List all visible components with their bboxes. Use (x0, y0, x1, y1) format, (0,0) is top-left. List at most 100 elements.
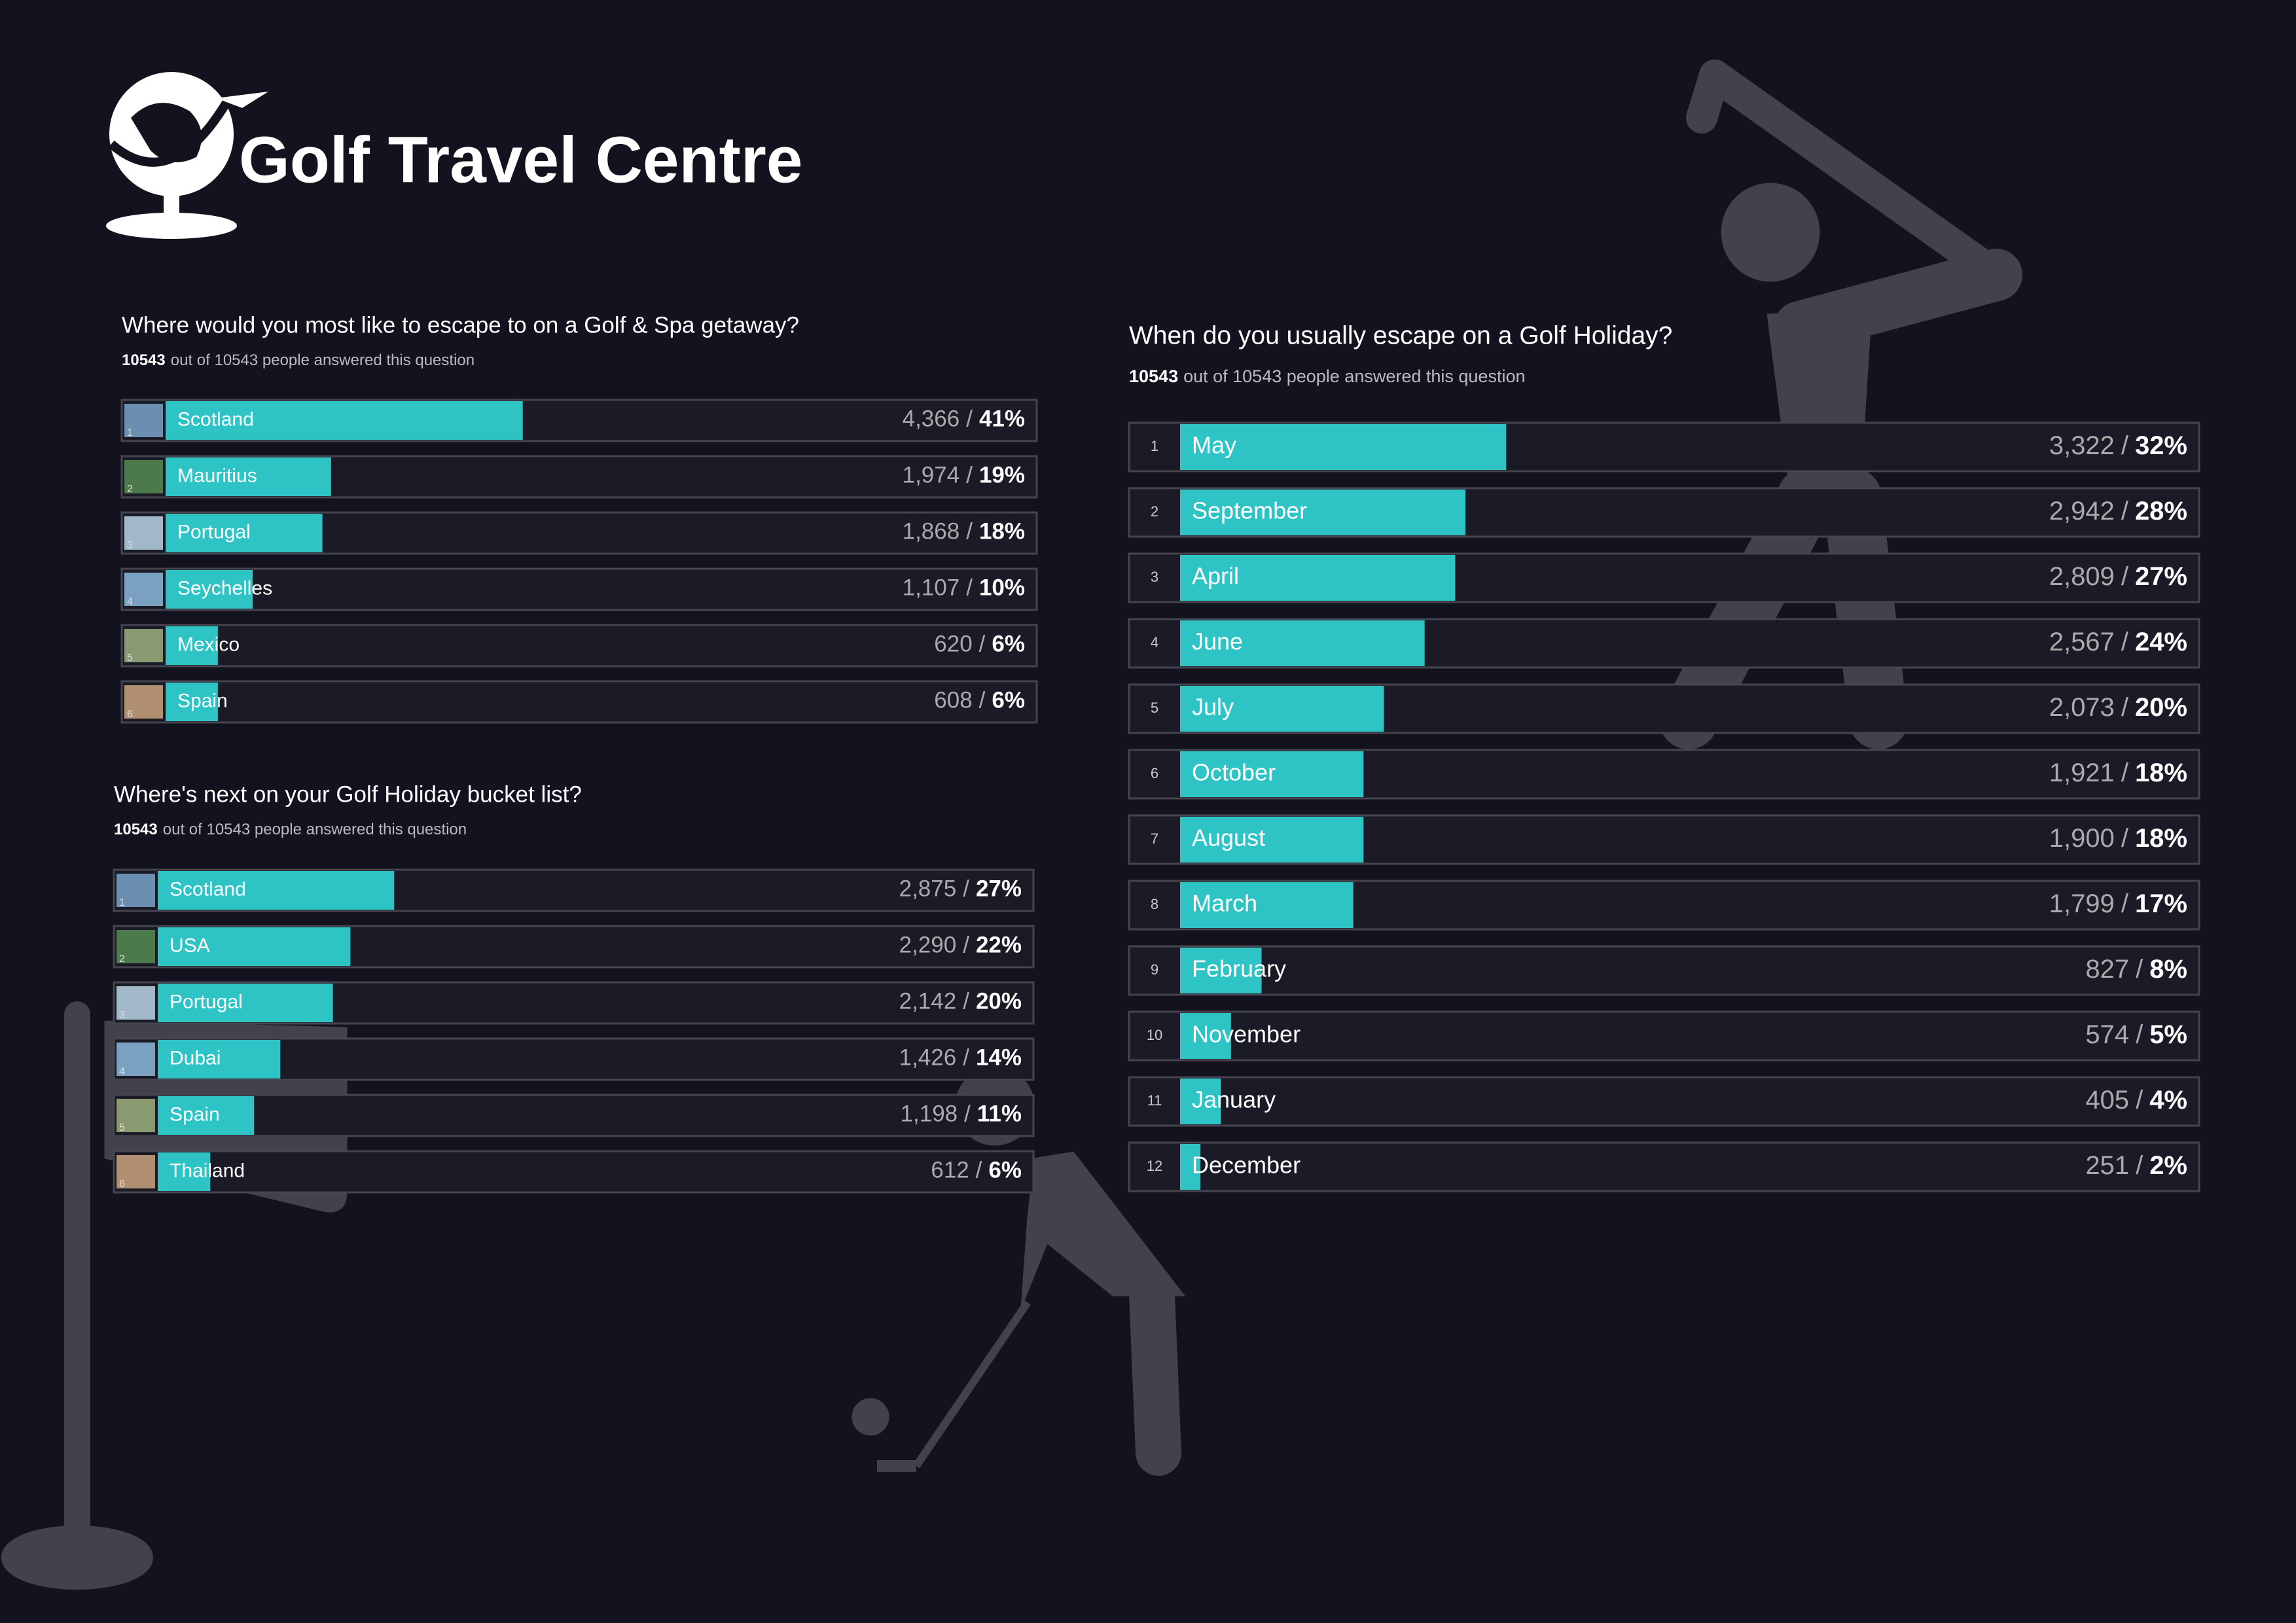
rank: 3 (119, 1010, 125, 1021)
answer-percent: 2% (2149, 1151, 2187, 1180)
answer-row: 2 Mauritius 1,974/19% (120, 455, 1038, 499)
separator: / (2121, 431, 2129, 460)
bar (1180, 948, 1262, 993)
answer-value: 620 /6% (934, 632, 1025, 657)
thumbnail (124, 573, 163, 606)
thumbnail (124, 404, 163, 437)
answer-label: February (1192, 955, 1286, 982)
rank: 6 (1151, 765, 1158, 781)
answer-percent: 24% (2135, 628, 2187, 656)
answer-value: 2,567/24% (2049, 628, 2187, 656)
answer-percent: 19% (979, 463, 1025, 488)
answer-percent: 18% (2135, 758, 2187, 787)
answer-percent: 27% (2135, 562, 2187, 591)
answer-row: 2 USA 2,290/ 22% (113, 925, 1035, 969)
answer-percent: 27% (976, 876, 1022, 902)
answer-percent: 32% (2135, 431, 2187, 460)
separator: / (2121, 628, 2129, 656)
separator: / (2136, 955, 2144, 984)
bar (158, 871, 395, 910)
separator: / (966, 519, 973, 544)
answer-count: 620 (934, 632, 972, 657)
answer-percent: 20% (2135, 693, 2187, 722)
answer-count: 1,107 (903, 575, 960, 601)
row-background (1128, 1010, 2200, 1061)
answer-percent: 6% (992, 632, 1025, 657)
bar (1180, 751, 1364, 797)
row-background (120, 567, 1038, 611)
answer-percent: 18% (2135, 824, 2187, 853)
answer-label: December (1192, 1152, 1300, 1179)
rank: 11 (1147, 1092, 1162, 1109)
rank: 4 (119, 1066, 125, 1077)
thumbnail (124, 629, 163, 662)
answer-value: 1,868/18% (903, 519, 1025, 544)
answer-percent: 11% (977, 1101, 1022, 1127)
answer-row: 12 December 251/2% (1128, 1141, 2200, 1192)
rank: 5 (1151, 700, 1158, 716)
answer-value: 1,900/18% (2049, 824, 2187, 853)
answer-value: 2,809/27% (2049, 562, 2187, 591)
rank: 2 (119, 954, 125, 965)
answer-percent: 22% (976, 933, 1022, 958)
answer-value: 2,142/ 20% (899, 989, 1022, 1014)
answer-row: 6 October 1,921/18% (1128, 749, 2200, 800)
answer-percent: 17% (2135, 889, 2187, 918)
bar (158, 1040, 281, 1079)
answer-label: Dubai (170, 1047, 221, 1069)
answer-count: 405 (2085, 1086, 2129, 1115)
separator: / (2136, 1151, 2144, 1180)
separator: / (976, 1158, 982, 1183)
answer-row: 7 August 1,900/18% (1128, 814, 2200, 865)
row-background (1128, 945, 2200, 996)
answer-label: Scotland (177, 408, 254, 430)
bar (166, 514, 323, 552)
answer-row: 3 Portugal 1,868/18% (120, 511, 1038, 555)
thumbnail (124, 516, 163, 550)
answer-label: July (1192, 694, 1234, 721)
separator: / (963, 1045, 969, 1071)
answer-count: 2,875 (899, 876, 957, 902)
answered-summary: 10543 out of 10543 people answered this q… (1129, 366, 1525, 386)
answer-label: Portugal (177, 521, 251, 543)
answered-text: out of 10543 people answered this questi… (1183, 366, 1525, 386)
bar (1180, 1013, 1231, 1059)
poll: Where's next on your Golf Holiday bucket… (113, 781, 1035, 1194)
separator: / (2136, 1020, 2144, 1049)
answer-label: Mexico (177, 633, 240, 655)
answer-count: 251 (2085, 1151, 2129, 1180)
answer-label: October (1192, 759, 1276, 786)
rank: 8 (1151, 896, 1158, 912)
row-background (1128, 1076, 2200, 1127)
answer-value: 827/8% (2085, 955, 2187, 984)
answer-row: 5 July 2,073/20% (1128, 683, 2200, 734)
thumbnail (124, 460, 163, 493)
row-background (120, 680, 1038, 724)
answer-count: 1,974 (903, 463, 960, 488)
answered-summary: 10543 out of 10543 people answered this q… (114, 821, 467, 838)
thumbnail (117, 1155, 155, 1188)
answer-label: May (1192, 432, 1236, 459)
answer-count: 2,942 (2049, 497, 2115, 526)
rank: 7 (1151, 830, 1158, 847)
answer-value: 1,198/11% (901, 1101, 1022, 1127)
bar (166, 570, 253, 609)
answer-value: 612 /6% (931, 1158, 1022, 1183)
answer-label: Spain (177, 690, 228, 711)
rank: 1 (127, 427, 133, 438)
bar (1180, 1144, 1201, 1190)
bar (166, 457, 331, 496)
rank: 9 (1151, 961, 1158, 978)
answer-label: Mauritius (177, 465, 257, 486)
rank: 6 (127, 709, 133, 720)
bar (166, 683, 218, 721)
separator: / (2121, 497, 2129, 526)
answer-percent: 4% (2149, 1086, 2187, 1115)
answer-row: 4 Seychelles 1,107/10% (120, 567, 1038, 611)
rank: 2 (127, 484, 133, 495)
answer-count: 2,290 (899, 933, 957, 958)
answer-label: September (1192, 497, 1307, 524)
answered-count: 10543 (1129, 366, 1178, 386)
poll: When do you usually escape on a Golf Hol… (1128, 321, 2200, 1192)
rank: 5 (119, 1122, 125, 1133)
